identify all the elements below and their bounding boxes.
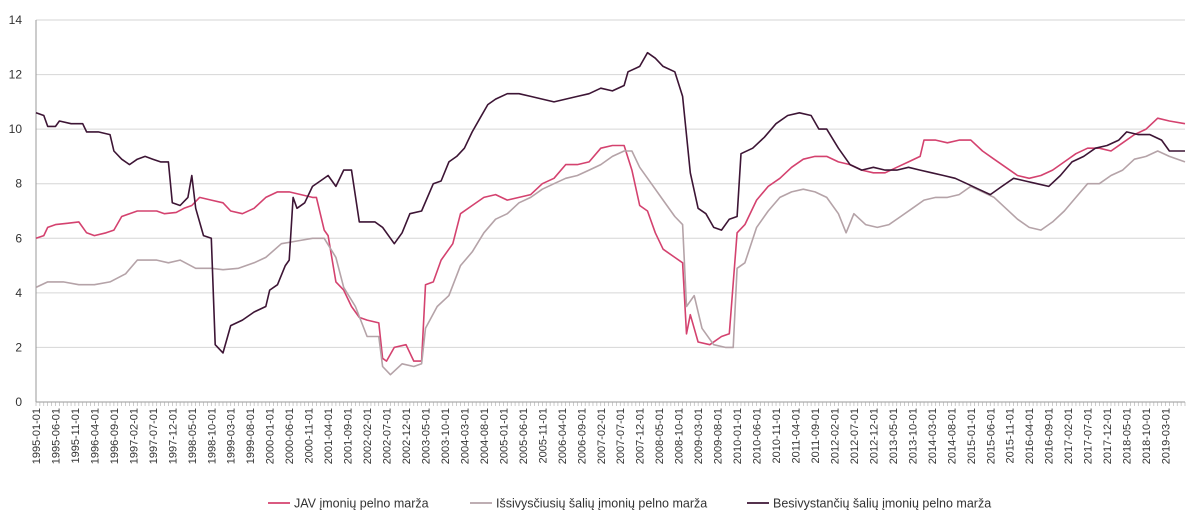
x-tick-label: 2003-05-01	[421, 408, 433, 464]
x-tick-label: 2008-10-01	[674, 408, 686, 464]
x-tick-label: 2005-06-01	[518, 408, 530, 464]
x-tick-label: 1998-05-01	[187, 408, 199, 464]
x-tick-label: 1995-11-01	[70, 408, 82, 463]
x-tick-label: 2019-03-01	[1161, 408, 1173, 464]
x-tick-label: 2017-07-01	[1083, 408, 1095, 464]
series-line-2	[35, 150, 1186, 376]
x-tick-label: 2011-09-01	[810, 408, 822, 463]
x-tick-label: 1997-02-01	[128, 408, 140, 464]
y-tick-label: 12	[9, 68, 23, 82]
x-tick-label: 2000-11-01	[304, 408, 316, 463]
x-tick-label: 2007-12-01	[635, 408, 647, 464]
legend: JAV įmonių pelno marža Išsivysčiusių šali…	[268, 497, 991, 511]
x-tick-label: 1997-07-01	[148, 408, 160, 464]
x-tick-label: 2003-10-01	[440, 408, 452, 464]
y-tick-label: 4	[15, 286, 22, 300]
y-tick-label: 6	[15, 231, 22, 245]
x-tick-label: 2011-04-01	[791, 408, 803, 463]
x-tick-label: 2006-04-01	[557, 408, 569, 464]
gridlines	[36, 19, 1185, 403]
series-line-3	[35, 51, 1185, 354]
x-tick-label: 2012-12-01	[868, 408, 880, 464]
x-tick-label: 1995-01-01	[31, 408, 43, 464]
y-tick-label: 14	[9, 13, 23, 27]
x-tick-label: 2000-01-01	[265, 408, 277, 464]
x-tick-label: 2015-11-01	[1005, 408, 1017, 463]
x-tick-label: 2005-01-01	[498, 408, 510, 464]
x-tick-label: 2016-04-01	[1024, 408, 1036, 464]
x-axis: 1995-01-01 1995-06-01 1995-11-01 1996-04-01…	[31, 401, 1186, 464]
x-tick-label: 2002-02-01	[362, 408, 374, 464]
x-tick-label: 2001-09-01	[343, 408, 355, 464]
x-tick-label: 2006-09-01	[576, 408, 588, 464]
x-tick-label: 1999-03-01	[226, 408, 238, 464]
x-tick-label: 1996-04-01	[89, 408, 101, 464]
y-axis: 0 2 4 6 8 10 12 14	[9, 13, 37, 409]
x-tick-label: 2012-02-01	[830, 408, 842, 464]
x-tick-label: 2010-06-01	[752, 408, 764, 464]
x-tick-label: 2017-12-01	[1102, 408, 1114, 464]
legend-label-2: Išsivysčiusių šalių įmonių pelno marža	[496, 497, 707, 511]
x-tick-label: 2000-06-01	[284, 408, 296, 464]
x-tick-label: 2009-03-01	[693, 408, 705, 464]
x-tick-label: 2008-05-01	[654, 408, 666, 464]
x-tick-label: 1997-12-01	[167, 408, 179, 464]
series-line-1	[35, 117, 1186, 362]
x-tick-label: 2015-01-01	[966, 408, 978, 464]
legend-label-1: JAV įmonių pelno marža	[294, 497, 429, 511]
x-tick-label: 2009-08-01	[713, 408, 725, 464]
y-tick-label: 2	[15, 340, 22, 354]
x-tick-label: 2014-08-01	[946, 408, 958, 464]
y-tick-label: 10	[9, 122, 23, 136]
x-tick-label: 2001-04-01	[323, 408, 335, 464]
y-tick-label: 0	[15, 395, 22, 409]
x-tick-label: 2018-05-01	[1122, 408, 1134, 464]
x-tick-label: 1995-06-01	[51, 408, 63, 464]
x-tick-label: 1998-10-01	[206, 408, 218, 464]
x-tick-label: 2010-01-01	[732, 408, 744, 464]
x-tick-label: 2015-06-01	[985, 408, 997, 464]
x-tick-label: 2012-07-01	[849, 408, 861, 464]
x-tick-label: 2018-10-01	[1141, 408, 1153, 464]
x-tick-label: 2004-08-01	[479, 408, 491, 464]
x-tick-label: 2007-07-01	[615, 408, 627, 464]
x-tick-label: 2013-10-01	[907, 408, 919, 464]
x-tick-label: 2007-02-01	[596, 408, 608, 464]
x-tick-label: 2004-03-01	[459, 408, 471, 464]
series-lines	[35, 51, 1186, 376]
x-tick-label: 1999-08-01	[245, 408, 257, 464]
x-tick-label: 1996-09-01	[109, 408, 121, 464]
x-tick-label: 2002-12-01	[401, 408, 413, 464]
x-tick-label: 2017-02-01	[1063, 408, 1075, 464]
x-tick-label: 2013-05-01	[888, 408, 900, 464]
x-tick-label: 2014-03-01	[927, 408, 939, 464]
x-tick-marks	[35, 402, 1186, 406]
legend-label-3: Besivystančių šalių įmonių pelno marža	[773, 497, 991, 511]
x-tick-label: 2002-07-01	[382, 408, 394, 464]
x-tick-label: 2005-11-01	[537, 408, 549, 463]
x-tick-label: 2016-09-01	[1044, 408, 1056, 464]
y-tick-label: 8	[15, 177, 22, 191]
x-tick-label: 2010-11-01	[771, 408, 783, 463]
